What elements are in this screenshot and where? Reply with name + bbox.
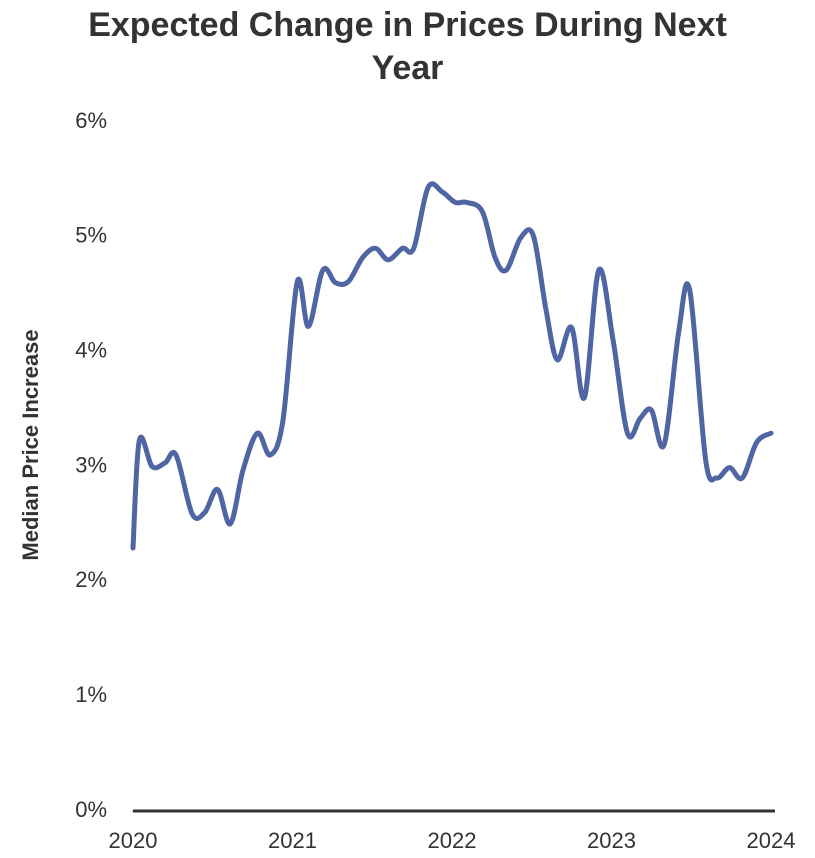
x-tick-label: 2022 <box>428 828 477 853</box>
y-tick-label: 0% <box>75 797 107 822</box>
chart-title: Expected Change in Prices During Next Ye… <box>88 6 727 87</box>
y-tick-label: 5% <box>75 223 107 248</box>
x-tick-label: 2020 <box>109 828 158 853</box>
y-tick-label: 6% <box>75 108 107 133</box>
y-tick-label: 2% <box>75 567 107 592</box>
y-tick-label: 4% <box>75 337 107 362</box>
data-line <box>130 181 774 551</box>
y-axis-label: Median Price Increase <box>18 329 43 560</box>
x-tick-label: 2024 <box>747 828 796 853</box>
y-tick-label: 3% <box>75 452 107 477</box>
x-tick-label: 2021 <box>268 828 317 853</box>
y-tick-label: 1% <box>75 682 107 707</box>
x-tick-label: 2023 <box>587 828 636 853</box>
